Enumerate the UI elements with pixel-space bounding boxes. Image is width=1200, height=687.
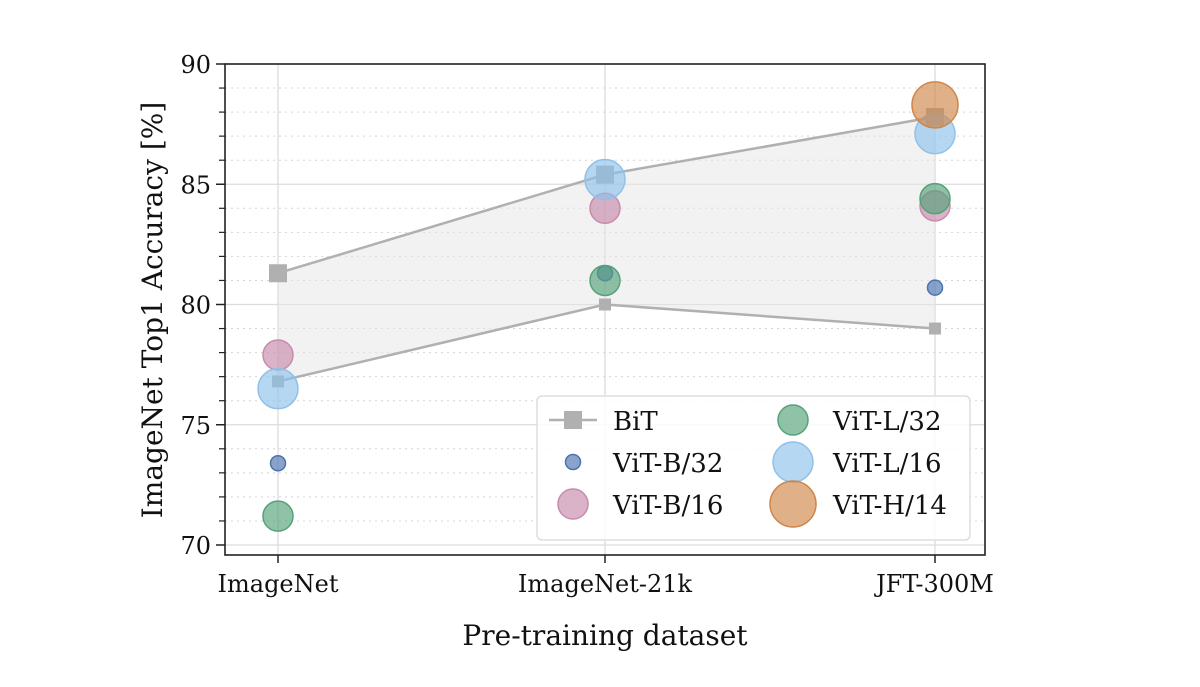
legend-label: BiT (613, 407, 658, 437)
legend-marker (772, 441, 814, 483)
legend-marker (777, 404, 809, 436)
y-axis-label: ImageNet Top1 Accuracy [%] (136, 102, 169, 519)
legend-marker (769, 480, 817, 528)
y-tick-label: 80 (180, 292, 211, 320)
legend: BiT ViT-B/32 ViT-B/16 ViT-L/32 ViT-L/16 ViT-H… (536, 395, 971, 541)
bit-range-fill (278, 116, 935, 382)
bit-lower-marker (929, 322, 941, 335)
legend-label: ViT-L/32 (832, 407, 942, 437)
x-tick-label: JFT-300M (873, 570, 994, 598)
y-tick-label: 70 (180, 532, 211, 560)
legend-marker (564, 453, 582, 471)
point-vit-b-32 (926, 279, 944, 296)
y-tick-label: 75 (180, 412, 211, 440)
legend-box (536, 395, 971, 541)
legend-label: ViT-B/16 (612, 491, 723, 521)
point-vit-l-16 (257, 367, 299, 410)
legend-label: ViT-B/32 (612, 449, 723, 479)
point-vit-l-16 (584, 158, 626, 201)
point-vit-h-14 (911, 81, 959, 129)
point-vit-b-32 (269, 454, 287, 472)
axis-ticks: 70 75 80 85 90 ImageNet ImageNet-21k JFT-300M (180, 51, 993, 598)
bit-lower-marker (599, 298, 611, 311)
x-tick-label: ImageNet-21k (518, 570, 693, 598)
point-vit-l-32 (262, 500, 294, 532)
bit-upper-marker (269, 264, 287, 283)
y-tick-label: 85 (180, 171, 211, 199)
point-vit-l-32 (589, 264, 621, 297)
point-vit-b-16 (262, 339, 294, 371)
x-tick-label: ImageNet (218, 570, 339, 598)
data-points (257, 81, 959, 532)
x-axis-label: Pre-training dataset (462, 619, 748, 652)
legend-label: ViT-L/16 (832, 449, 942, 479)
bit-band (269, 107, 944, 388)
y-tick-label: 90 (180, 51, 211, 79)
point-vit-l-32 (919, 182, 951, 215)
legend-label: ViT-H/14 (832, 491, 947, 521)
legend-marker (557, 488, 589, 520)
legend-bit-marker (564, 411, 582, 429)
